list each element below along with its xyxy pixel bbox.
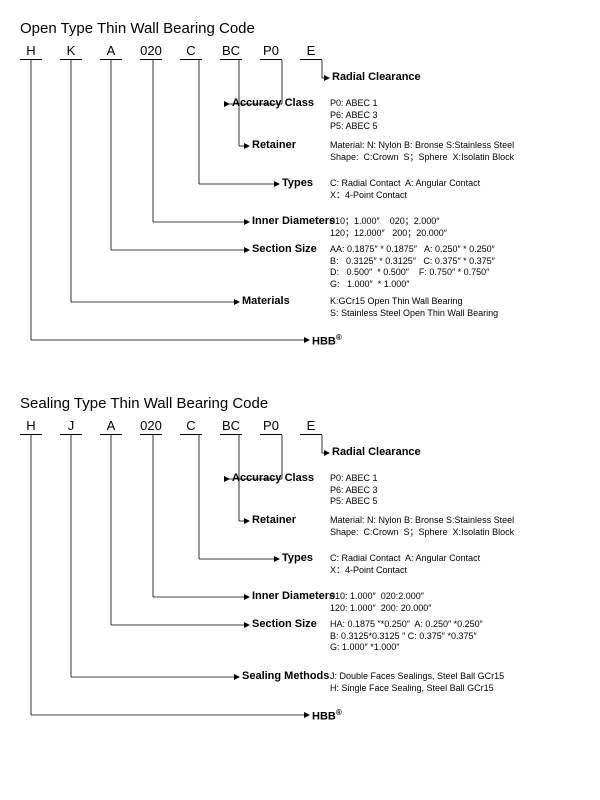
code-segment: E [300, 43, 322, 60]
code-row: H J A 020 C BC P0 E [20, 418, 580, 435]
diagram-title: Sealing Type Thin Wall Bearing Code [20, 395, 580, 412]
code-diagram: Open Type Thin Wall Bearing Code H K A 020 C B… [20, 20, 580, 360]
code-segment: BC [220, 418, 242, 435]
code-segment: H [20, 418, 42, 435]
code-segment: P0 [260, 418, 282, 435]
code-segment: 020 [140, 43, 162, 60]
label-arrows [20, 435, 580, 733]
code-segment: C [180, 418, 202, 435]
code-segment: P0 [260, 43, 282, 60]
code-diagram: Sealing Type Thin Wall Bearing Code H J A 02… [20, 395, 580, 733]
label-arrows [20, 60, 580, 360]
diagram-title: Open Type Thin Wall Bearing Code [20, 20, 580, 37]
connector-region: Radial ClearanceAccuracy ClassP0: ABEC 1… [20, 435, 580, 733]
code-segment: A [100, 43, 122, 60]
code-segment: A [100, 418, 122, 435]
code-segment: J [60, 418, 82, 435]
code-segment: BC [220, 43, 242, 60]
code-segment: 020 [140, 418, 162, 435]
code-row: H K A 020 C BC P0 E [20, 43, 580, 60]
code-segment: H [20, 43, 42, 60]
code-segment: K [60, 43, 82, 60]
connector-region: Radial ClearanceAccuracy ClassP0: ABEC 1… [20, 60, 580, 360]
code-segment: E [300, 418, 322, 435]
code-segment: C [180, 43, 202, 60]
